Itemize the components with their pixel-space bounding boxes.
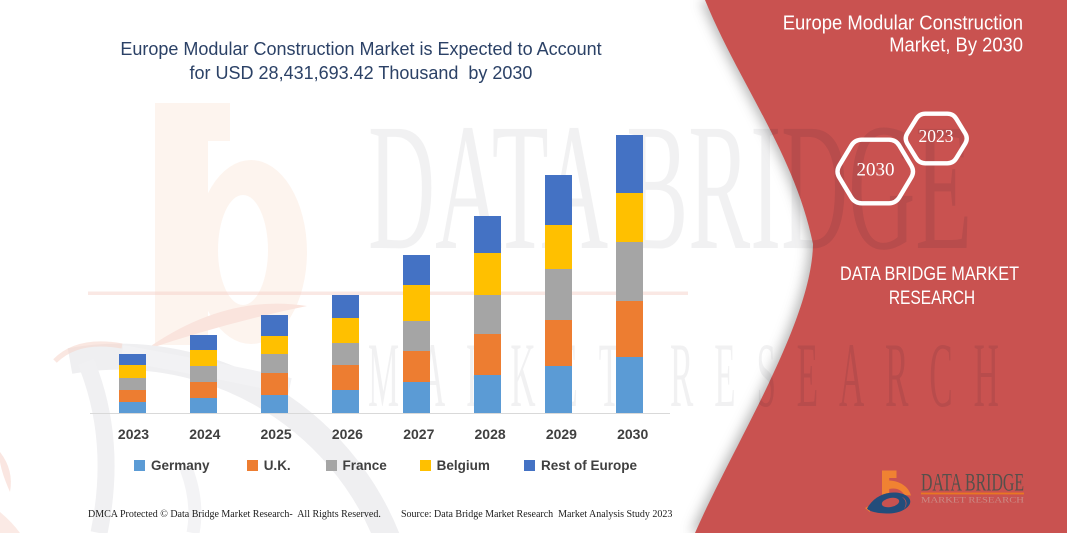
svg-text:RESEARCH: RESEARCH: [889, 288, 975, 309]
svg-text:MARKET RESEARCH: MARKET RESEARCH: [368, 325, 1020, 427]
svg-text:MARKET RESEARCH: MARKET RESEARCH: [921, 495, 1024, 505]
svg-text:Europe Modular Construction: Europe Modular Construction: [783, 13, 1023, 35]
svg-text:DATA BRIDGE MARKET: DATA BRIDGE MARKET: [840, 264, 1019, 285]
svg-text:DATA BRIDGE: DATA BRIDGE: [921, 470, 1024, 497]
svg-text:2023: 2023: [919, 126, 954, 146]
svg-text:2030: 2030: [857, 160, 895, 181]
svg-text:DATA BRIDGE: DATA BRIDGE: [368, 87, 972, 288]
svg-text:Market, By 2030: Market, By 2030: [889, 34, 1023, 56]
